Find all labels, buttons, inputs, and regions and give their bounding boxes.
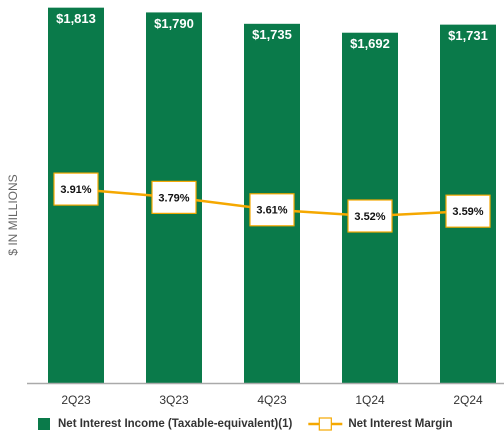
line-marker bbox=[347, 199, 393, 233]
legend-swatch bbox=[38, 418, 50, 430]
legend-label: Net Interest Income (Taxable-equivalent)… bbox=[58, 418, 292, 430]
x-tick-label: 4Q23 bbox=[257, 393, 287, 407]
legend-swatch-box bbox=[318, 417, 332, 431]
line-marker bbox=[249, 193, 295, 227]
legend-label: Net Interest Margin bbox=[348, 418, 452, 430]
line-value-label: 3.59% bbox=[452, 206, 483, 218]
y-axis-label: $ IN MILLIONS bbox=[6, 174, 20, 255]
x-tick-label: 3Q23 bbox=[159, 393, 189, 407]
x-tick-label: 2Q23 bbox=[61, 393, 91, 407]
bar-value-label: $1,731 bbox=[448, 28, 488, 43]
line-value-label: 3.79% bbox=[158, 192, 189, 204]
line-marker bbox=[151, 180, 197, 214]
x-tick-label: 1Q24 bbox=[355, 393, 385, 407]
line-marker bbox=[445, 194, 491, 228]
line-value-label: 3.91% bbox=[60, 184, 91, 196]
bar-value-label: $1,692 bbox=[350, 36, 390, 51]
bar-value-label: $1,790 bbox=[154, 16, 194, 31]
line-value-label: 3.61% bbox=[256, 205, 287, 217]
line-marker bbox=[53, 172, 99, 206]
bar-value-label: $1,813 bbox=[56, 11, 96, 26]
x-tick-label: 2Q24 bbox=[453, 393, 483, 407]
line-value-label: 3.52% bbox=[354, 211, 385, 223]
bar-value-label: $1,735 bbox=[252, 27, 292, 42]
